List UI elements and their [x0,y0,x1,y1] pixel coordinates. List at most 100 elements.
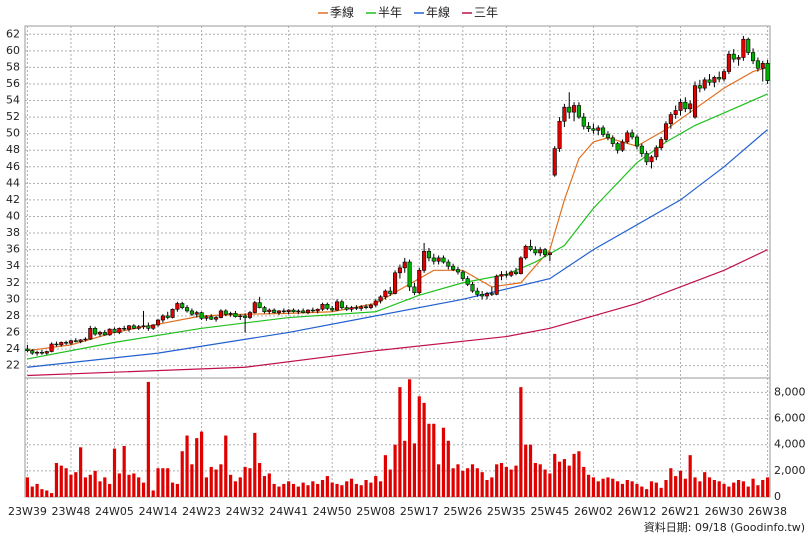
y-tick-label: 56 [6,77,20,90]
volume-bar [195,438,199,497]
volume-bar [359,485,363,497]
y-tick-label: 28 [6,309,20,322]
volume-bar [287,481,291,497]
candle-body [480,294,485,297]
candle-body [276,310,282,313]
volume-bar [495,464,499,497]
candle-body [455,269,461,273]
candle-body [97,332,103,335]
volume-bar [649,481,654,497]
volume-bar [132,473,136,497]
volume-bar [374,476,378,497]
volume-bar [103,477,107,497]
candle-body [528,246,533,250]
volume-bar [761,480,765,497]
volume-bar [243,466,247,497]
volume-bar [403,440,407,497]
volume-bar [267,473,271,497]
candle-body [393,272,398,294]
volume-bar [712,480,716,497]
volume-bar [209,466,213,497]
candle-body [659,139,664,149]
candle-body [151,324,156,329]
x-tick-label: 25W45 [530,505,569,518]
candle-body [726,53,731,72]
candle-body [673,110,678,115]
volume-bar [765,477,770,497]
volume-bar [606,477,610,497]
volume-bar [736,480,741,497]
x-tick-label: 24W14 [139,505,178,518]
volume-bar [224,435,228,497]
candle-body [402,261,407,269]
candle-body [412,286,417,293]
y-tick-label: 26 [6,325,20,338]
volume-bar [616,481,620,497]
y-tick-label: 36 [6,243,20,256]
candle-body [383,290,388,298]
volume-bar [79,447,83,497]
volume-bar [185,435,189,497]
volume-bar [732,482,736,497]
volume-bar [59,465,63,497]
candle-body [252,302,257,313]
volume-bar [407,379,412,497]
volume-bar [441,427,446,497]
volume-bar [674,476,678,497]
volume-bar [354,483,358,497]
candle-body [654,147,659,158]
x-tick-label: 26W12 [618,505,657,518]
volume-bar [151,490,155,497]
volume-bar [40,489,44,497]
volume-bar [190,464,194,497]
x-tick-label: 25W26 [443,505,482,518]
volume-bar [219,464,223,497]
candle-body [64,342,69,344]
candle-body [349,307,354,310]
candle-body [175,303,180,310]
legend-label: 三年 [474,6,498,20]
candle-body [49,343,54,352]
volume-bar [378,481,383,497]
volume-bar [166,468,170,497]
y-tick-label: 46 [6,160,20,173]
x-tick-label: 24W05 [95,505,134,518]
x-tick-label: 25W35 [487,505,526,518]
candle-body [407,261,412,288]
candle-body [160,315,165,321]
candle-body [465,278,470,285]
candle-body [460,271,465,279]
volume-bar [528,444,533,497]
volume-bar [437,464,441,497]
volume-bar [233,481,238,497]
candle-body [489,293,494,295]
candle-body [644,153,649,163]
candle-body [354,307,359,309]
x-tick-label: 23W48 [52,505,91,518]
candle-body [591,128,596,131]
candle-body [543,249,548,255]
candle-body [426,250,431,259]
candle-body [344,307,349,310]
volume-bar [349,478,354,497]
candle-body [126,325,132,330]
x-tick-label: 26W30 [705,505,744,518]
volume-bar [519,387,523,497]
candle-body [373,300,378,306]
candle-body [368,304,373,308]
y-tick-label: 22 [6,359,20,372]
candle-body [330,308,335,311]
volume-bar [45,490,49,497]
volume-bar [272,483,276,497]
volume-bar [117,473,121,497]
candle-body [364,306,369,308]
candle-body [557,120,562,149]
candle-body [562,106,567,122]
volume-bar [398,387,402,497]
volume-bar [620,483,625,497]
y-tick-label: 24 [6,342,20,355]
candle-body [59,342,64,346]
candle-body [122,328,127,330]
volume-bar [451,468,455,497]
candle-body [359,306,364,309]
